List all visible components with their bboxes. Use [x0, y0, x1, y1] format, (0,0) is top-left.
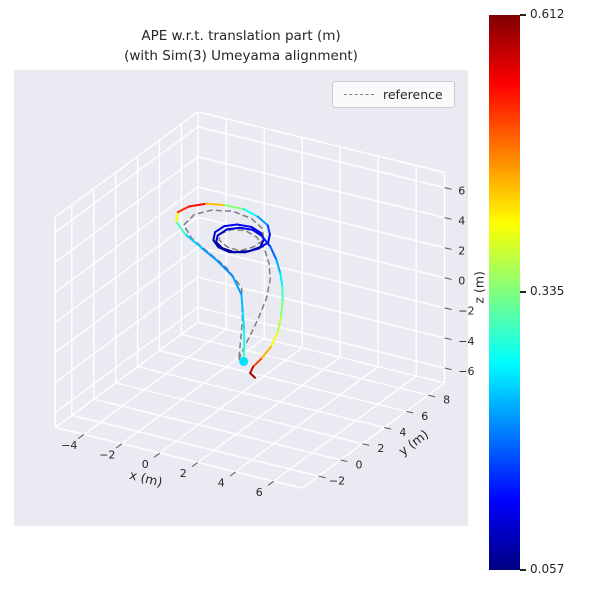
legend-item-reference: reference	[383, 87, 443, 102]
x-tick-label: 4	[218, 477, 225, 490]
reference-dashed-line-sample	[344, 94, 374, 95]
z-tick-label: −6	[458, 365, 474, 378]
legend: reference	[332, 81, 455, 108]
colorbar-tick-label: 0.057	[530, 562, 565, 576]
z-tick-label: 2	[458, 245, 465, 258]
y-tick-label: 6	[421, 410, 428, 423]
tick-marks	[77, 187, 452, 486]
grid	[54, 118, 445, 482]
z-axis-label: z (m)	[471, 271, 486, 303]
x-tick-label: −2	[99, 449, 115, 462]
colorbar-tick-label: 0.612	[530, 7, 565, 21]
tick-labels: −4 −2 0 2 4 6 −2 0 2 4 6 8 −6 −4 −2 0 2 4 6	[61, 184, 474, 498]
z-tick-label: −4	[458, 335, 474, 348]
colorbar-tick-label: 0.335	[530, 283, 565, 298]
x-tick-label: 6	[256, 486, 263, 499]
plot-title: APE w.r.t. translation part (m) (with Si…	[14, 26, 468, 67]
title-line-2: (with Sim(3) Umeyama alignment)	[124, 48, 358, 65]
y-tick-label: 8	[443, 394, 450, 407]
trajectory-start-marker	[239, 356, 249, 366]
x-tick-label: 0	[142, 458, 149, 471]
y-tick-label: 4	[399, 426, 406, 439]
y-tick-label: 2	[377, 442, 384, 455]
estimate-trajectory	[175, 202, 284, 379]
x-tick-label: −4	[61, 439, 77, 452]
colorbar	[489, 15, 520, 570]
x-tick-label: 2	[180, 467, 187, 480]
title-line-1: APE w.r.t. translation part (m)	[141, 28, 341, 44]
colorbar-tick-mark	[520, 569, 526, 571]
z-tick-label: 0	[458, 275, 465, 288]
y-tick-label: 0	[355, 458, 362, 471]
y-tick-label: −2	[329, 475, 345, 488]
colorbar-tick-mark	[520, 291, 526, 293]
colorbar-tick-mark	[520, 14, 526, 16]
z-tick-label: 6	[458, 184, 465, 197]
z-tick-label: 4	[458, 215, 465, 228]
z-tick-label: −2	[458, 305, 474, 318]
